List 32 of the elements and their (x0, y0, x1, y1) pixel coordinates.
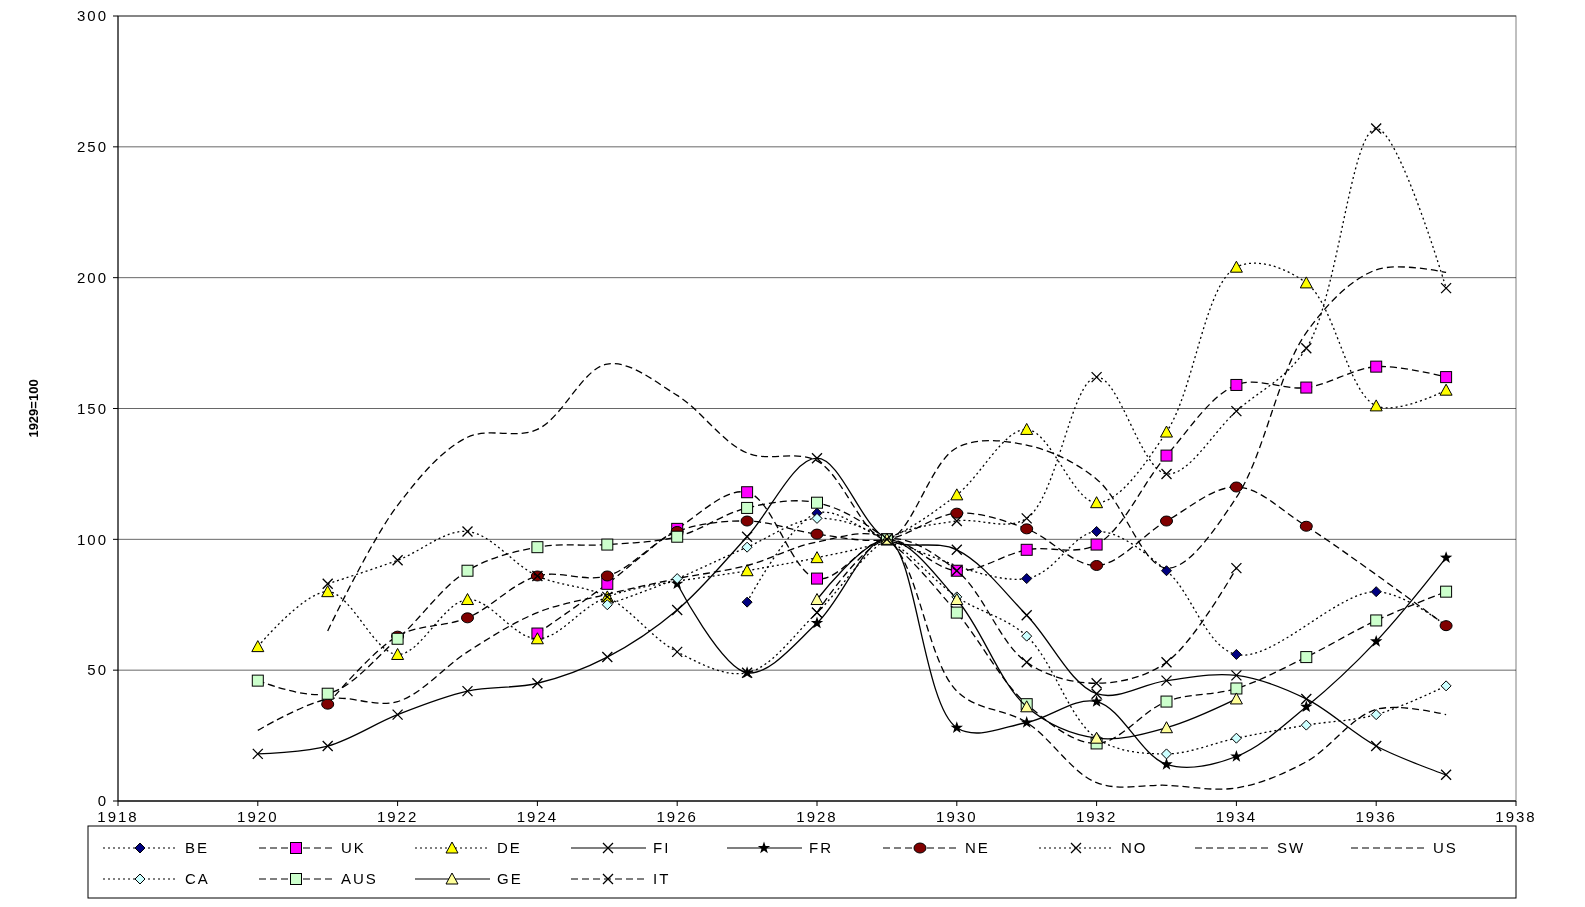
legend-label: SW (1277, 839, 1306, 857)
legend-label: CA (185, 870, 210, 888)
legend-label: FI (653, 839, 671, 857)
x-tick-label: 1928 (796, 808, 838, 825)
legend-label: US (1433, 839, 1458, 857)
y-tick-label: 150 (76, 399, 108, 417)
x-tick-label: 1918 (97, 808, 139, 825)
legend-label: DE (497, 839, 522, 857)
x-tick-label: 1938 (1495, 808, 1537, 825)
y-tick-label: 50 (87, 661, 108, 679)
y-tick-label: 300 (76, 7, 108, 25)
legend-label: BE (185, 839, 210, 857)
y-tick-label: 200 (76, 268, 108, 286)
legend-label: NE (965, 839, 990, 857)
x-tick-label: 1932 (1075, 808, 1118, 825)
y-axis-title: 1929=100 (26, 379, 41, 438)
legend-label: UK (341, 839, 366, 857)
legend-label: IT (653, 870, 671, 888)
y-tick-label: 250 (76, 138, 108, 156)
y-tick-label: 100 (76, 530, 108, 548)
legend-label: GE (497, 870, 523, 888)
x-tick-label: 1922 (376, 808, 419, 825)
legend-label: AUS (341, 870, 378, 888)
legend-label: NO (1121, 839, 1148, 857)
x-tick-label: 1920 (237, 808, 279, 825)
x-tick-label: 1930 (936, 808, 978, 825)
legend-label: FR (809, 839, 833, 857)
x-tick-label: 1936 (1355, 808, 1397, 825)
x-tick-label: 1924 (516, 808, 559, 825)
x-tick-label: 1934 (1215, 808, 1258, 825)
x-tick-label: 1926 (656, 808, 698, 825)
y-tick-label: 0 (97, 792, 108, 810)
